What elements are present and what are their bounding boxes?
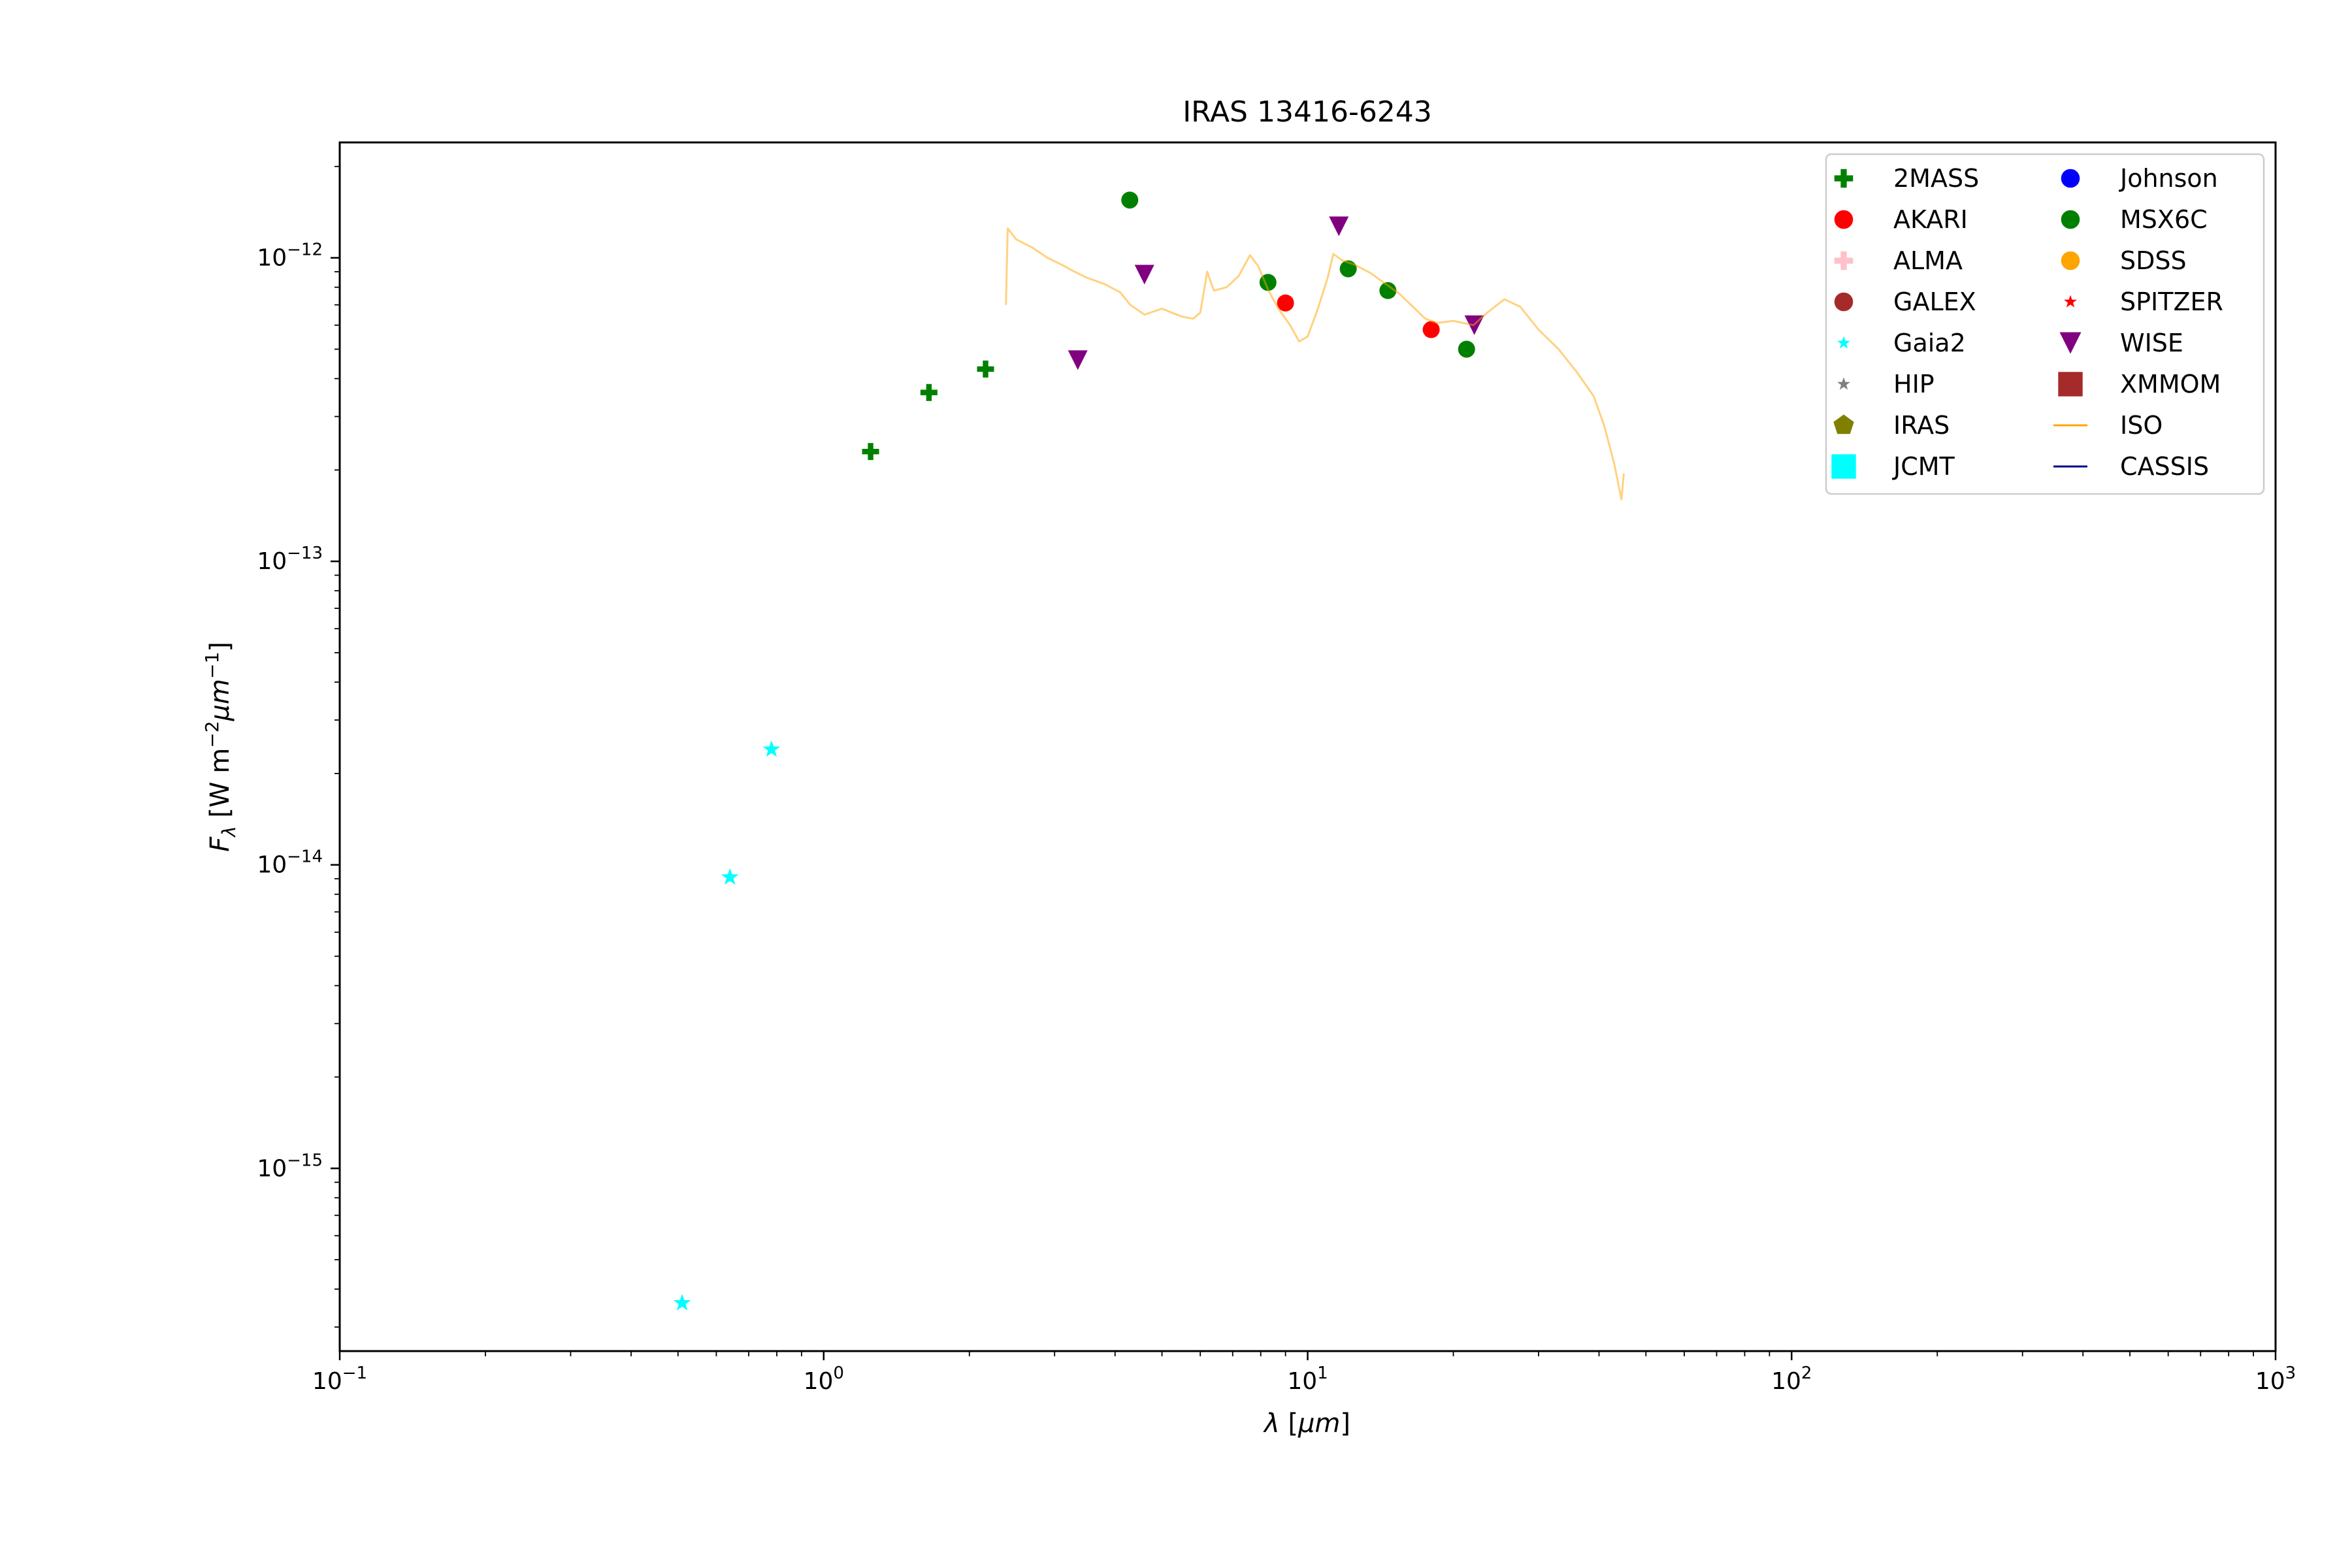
legend-entry-cassis: CASSIS [2053,452,2209,481]
legend-label-iso: ISO [2120,411,2163,440]
x-tick-label-4: 102 [1771,1364,1812,1395]
data-point-2mass-1 [862,443,879,461]
legend-marker-galex [1834,292,1854,312]
legend-entry-iso: ISO [2053,411,2163,440]
legend-label-xmmom: XMMOM [2120,370,2221,399]
data-point-gaia2-1 [673,1294,691,1311]
series-2mass [862,360,994,461]
legend-marker-johnson [2061,169,2080,188]
legend-entry-sdss: SDSS [2061,246,2187,275]
y-axis-label: Fλ [W m−2μm−1] [201,642,240,852]
legend-marker-sdss [2061,251,2080,270]
legend-label-jcmt: JCMT [1892,452,1955,481]
legend-label-gaia2: Gaia2 [1893,329,1966,357]
data-point-2mass-2 [920,384,938,401]
y-tick-label-3: 10−14 [257,847,323,879]
legend-marker-hip [1837,377,1850,390]
data-point-akari-1 [1277,294,1294,312]
legend-label-hip: HIP [1893,370,1935,399]
legend-marker-gaia2 [1837,336,1850,349]
data-point-gaia2-2 [721,868,739,885]
data-point-msx6c-1 [1121,191,1139,209]
series-gaia2 [673,740,781,1311]
legend-marker-alma [1834,251,1854,270]
legend-marker-msx6c [2061,210,2080,229]
legend-entry-gaia2: Gaia2 [1837,329,1966,357]
legend-entry-xmmom: XMMOM [2058,370,2221,399]
legend-entry-iras: IRAS [1833,411,1950,440]
legend-label-spitzer: SPITZER [2120,287,2223,316]
legend-label-iras: IRAS [1893,411,1950,440]
legend-label-alma: ALMA [1893,246,1963,275]
y-tick-label-2: 10−13 [257,544,323,575]
legend-entry-hip: HIP [1837,370,1935,399]
legend-label-galex: GALEX [1893,287,1976,316]
data-point-msx6c-5 [1458,340,1475,358]
data-point-wise-2 [1134,265,1154,285]
y-axis: 10−12 10−13 10−14 10−15 [257,165,340,1328]
data-point-2mass-3 [977,360,994,378]
legend-label-akari: AKARI [1893,205,1968,234]
data-point-msx6c-4 [1379,282,1397,299]
x-tick-label-3: 101 [1287,1364,1328,1395]
data-point-wise-3 [1329,216,1349,237]
legend-marker-2mass [1834,169,1854,188]
legend-entry-johnson: Johnson [2061,164,2218,193]
series-iso [1005,227,1625,500]
legend-label-msx6c: MSX6C [2120,205,2208,234]
series-akari [1277,294,1440,338]
legend-marker-xmmom [2058,372,2083,397]
legend-entry-spitzer: SPITZER [2064,287,2223,316]
legend-label-2mass: 2MASS [1893,164,1979,193]
legend-marker-jcmt [1831,454,1856,479]
x-axis-label: λ [μm] [1263,1409,1350,1439]
legend-label-cassis: CASSIS [2120,452,2209,481]
x-tick-label-1: 10−1 [312,1364,367,1395]
data-layer [673,191,1625,1311]
legend-entry-wise: WISE [2059,329,2183,357]
series-wise [1068,216,1484,370]
chart-title: IRAS 13416-6243 [1183,95,1432,129]
legend-marker-akari [1834,210,1854,229]
legend-entry-msx6c: MSX6C [2061,205,2208,234]
legend-box [1825,153,2265,495]
legend-marker-iras [1833,414,1854,434]
legend-label-sdss: SDSS [2120,246,2187,275]
y-tick-label-1: 10−12 [257,240,323,272]
data-point-akari-2 [1422,321,1440,338]
data-point-gaia2-3 [762,740,781,757]
legend-label-wise: WISE [2120,329,2183,357]
legend: 2MASS AKARI ALMA GALEX Gaia2 HIP IRAS JCMT Johns… [1825,153,2265,495]
spectrum-line-iso [1005,227,1625,500]
legend-marker-wise [2059,332,2082,354]
x-axis: 10−1 100 101 102 103 [312,1351,2296,1395]
data-point-wise-1 [1068,350,1088,370]
legend-entry-galex: GALEX [1834,287,1976,316]
legend-entry-alma: ALMA [1834,246,1963,275]
legend-entry-jcmt: JCMT [1831,452,1955,481]
series-msx6c [1121,191,1475,358]
legend-entry-akari: AKARI [1834,205,1968,234]
legend-label-johnson: Johnson [2119,164,2218,193]
legend-marker-spitzer [2064,295,2077,308]
x-tick-label-2: 100 [804,1364,844,1395]
legend-entry-2mass: 2MASS [1834,164,1979,193]
y-tick-label-4: 10−15 [257,1151,323,1182]
x-tick-label-5: 103 [2255,1364,2296,1395]
